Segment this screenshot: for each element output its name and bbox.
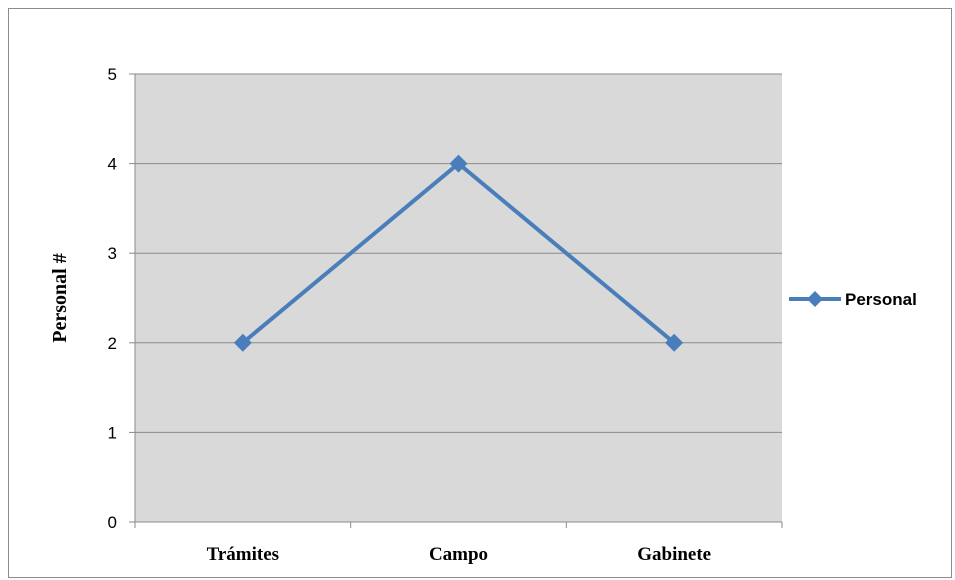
y-tick-label-2: 2 xyxy=(108,334,117,353)
y-axis-ticks: 0 1 2 3 4 5 xyxy=(108,65,135,532)
legend: Personal xyxy=(789,290,917,309)
legend-diamond-marker xyxy=(807,291,823,307)
axes xyxy=(134,74,782,523)
y-tick-label-0: 0 xyxy=(108,513,117,532)
y-tick-label-3: 3 xyxy=(108,244,117,263)
y-axis-title: Personal # xyxy=(49,253,71,342)
x-category-label-1: Trámites xyxy=(207,544,279,565)
legend-label-personal: Personal xyxy=(845,290,917,309)
data-point-2 xyxy=(449,154,468,173)
data-point-1 xyxy=(233,333,252,352)
x-category-label-3: Gabinete xyxy=(637,544,711,565)
plot-area xyxy=(135,74,782,522)
y-tick-label-5: 5 xyxy=(108,65,117,84)
y-tick-label-1: 1 xyxy=(108,423,117,442)
data-point-3 xyxy=(665,333,684,352)
x-category-label-2: Campo xyxy=(429,544,488,565)
x-axis-ticks: Trámites Campo Gabinete xyxy=(134,522,783,565)
y-tick-label-4: 4 xyxy=(108,155,117,174)
series-group xyxy=(233,154,684,352)
